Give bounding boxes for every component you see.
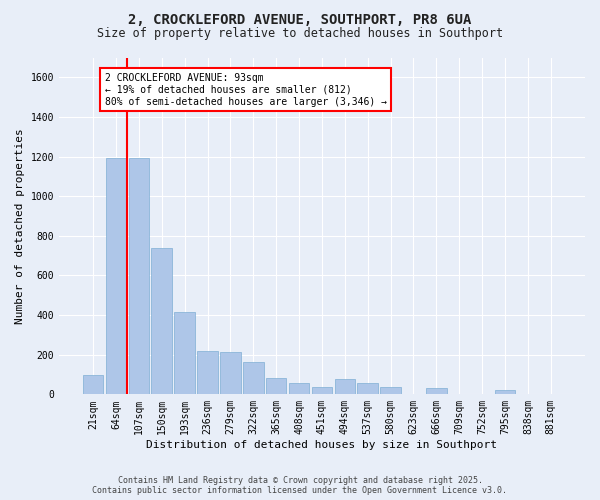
Bar xyxy=(220,352,241,395)
Text: Contains HM Land Registry data © Crown copyright and database right 2025.
Contai: Contains HM Land Registry data © Crown c… xyxy=(92,476,508,495)
Bar xyxy=(335,380,355,394)
Bar xyxy=(311,388,332,394)
Bar xyxy=(151,248,172,394)
Bar xyxy=(128,158,149,394)
Bar xyxy=(83,374,103,394)
Text: 2 CROCKLEFORD AVENUE: 93sqm
← 19% of detached houses are smaller (812)
80% of se: 2 CROCKLEFORD AVENUE: 93sqm ← 19% of det… xyxy=(104,74,386,106)
Bar xyxy=(106,158,127,394)
Bar xyxy=(426,388,446,394)
Bar xyxy=(380,388,401,394)
Bar xyxy=(197,350,218,395)
Bar xyxy=(175,312,195,394)
Bar xyxy=(358,384,378,394)
Text: Size of property relative to detached houses in Southport: Size of property relative to detached ho… xyxy=(97,28,503,40)
Bar xyxy=(495,390,515,394)
Bar xyxy=(266,378,286,394)
Bar xyxy=(243,362,263,394)
Text: 2, CROCKLEFORD AVENUE, SOUTHPORT, PR8 6UA: 2, CROCKLEFORD AVENUE, SOUTHPORT, PR8 6U… xyxy=(128,12,472,26)
Bar xyxy=(289,384,310,394)
X-axis label: Distribution of detached houses by size in Southport: Distribution of detached houses by size … xyxy=(146,440,497,450)
Y-axis label: Number of detached properties: Number of detached properties xyxy=(15,128,25,324)
